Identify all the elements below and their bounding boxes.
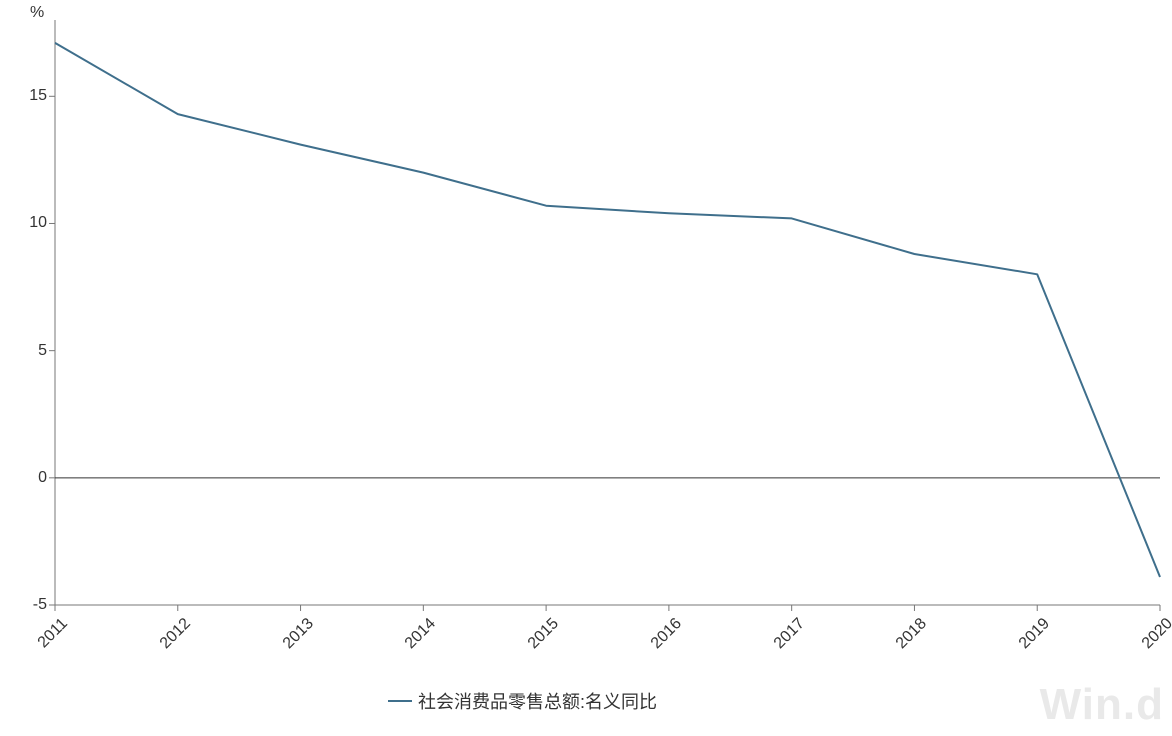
- legend: 社会消费品零售总额:名义同比: [388, 688, 657, 714]
- legend-line-icon: [388, 700, 412, 702]
- y-tick-label: -5: [7, 596, 47, 614]
- y-tick-label: 15: [7, 87, 47, 105]
- line-chart: % -5 0 5 10 15 2011 2012 2013 2014 2015 …: [0, 0, 1172, 736]
- y-tick-label: 0: [7, 469, 47, 487]
- y-tick-label: 10: [7, 214, 47, 232]
- y-axis-unit: %: [30, 4, 44, 22]
- y-tick-label: 5: [7, 342, 47, 360]
- legend-label: 社会消费品零售总额:名义同比: [418, 688, 657, 714]
